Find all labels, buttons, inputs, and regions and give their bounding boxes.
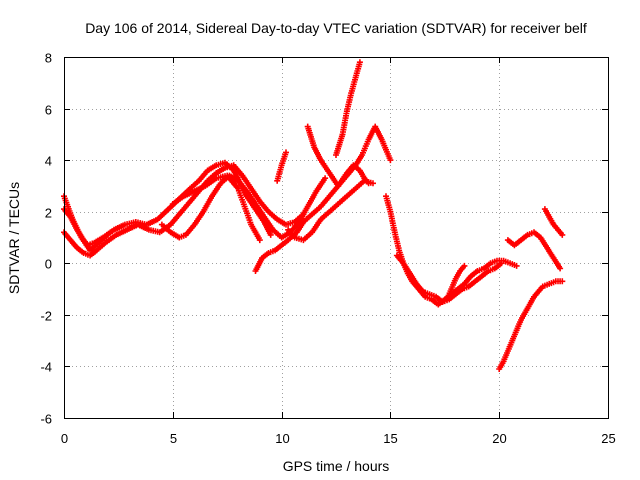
series-track-6	[252, 123, 394, 274]
series-track-5	[169, 172, 263, 244]
y-tick-label: 6	[45, 103, 52, 118]
y-axis-label: SDTVAR / TECUs	[6, 182, 22, 294]
y-tick-label: 2	[45, 206, 52, 221]
point-markers	[333, 59, 363, 158]
y-tick-label: -4	[40, 360, 52, 375]
point-markers	[504, 229, 564, 272]
point-markers	[274, 149, 289, 184]
x-tick-label: 25	[601, 431, 615, 446]
point-markers	[496, 278, 566, 372]
point-markers	[169, 172, 263, 244]
point-markers	[158, 172, 329, 241]
series-track-4	[158, 172, 329, 241]
point-markers	[541, 206, 566, 238]
y-tick-label: 8	[45, 51, 52, 66]
series-track-9	[274, 149, 289, 184]
x-tick-label: 5	[170, 431, 177, 446]
data-marks	[61, 59, 566, 372]
y-tick-label: -2	[40, 309, 52, 324]
x-tick-label: 15	[383, 431, 397, 446]
point-markers	[304, 123, 372, 189]
x-axis-label: GPS time / hours	[283, 458, 390, 474]
plot-frame	[64, 57, 609, 419]
series-track-7	[304, 123, 372, 189]
series-track-16	[496, 278, 566, 372]
series-track-10	[285, 177, 376, 244]
series-track-12	[393, 252, 505, 305]
point-markers	[444, 262, 468, 303]
y-tick-label: 4	[45, 154, 52, 169]
chart-title: Day 106 of 2014, Sidereal Day-to-day VTE…	[85, 20, 587, 36]
series-track-8	[333, 59, 363, 158]
y-tick-label: -6	[40, 412, 52, 427]
series-track-14	[504, 229, 564, 272]
point-markers	[285, 177, 376, 244]
series-track-15	[541, 206, 566, 238]
point-markers	[393, 252, 505, 305]
y-tick-label: 0	[45, 257, 52, 272]
x-tick-label: 0	[61, 431, 68, 446]
grid	[64, 57, 608, 418]
point-markers	[252, 123, 394, 274]
x-tick-label: 20	[492, 431, 506, 446]
x-tick-label: 10	[275, 431, 289, 446]
series-track-13	[444, 262, 468, 303]
